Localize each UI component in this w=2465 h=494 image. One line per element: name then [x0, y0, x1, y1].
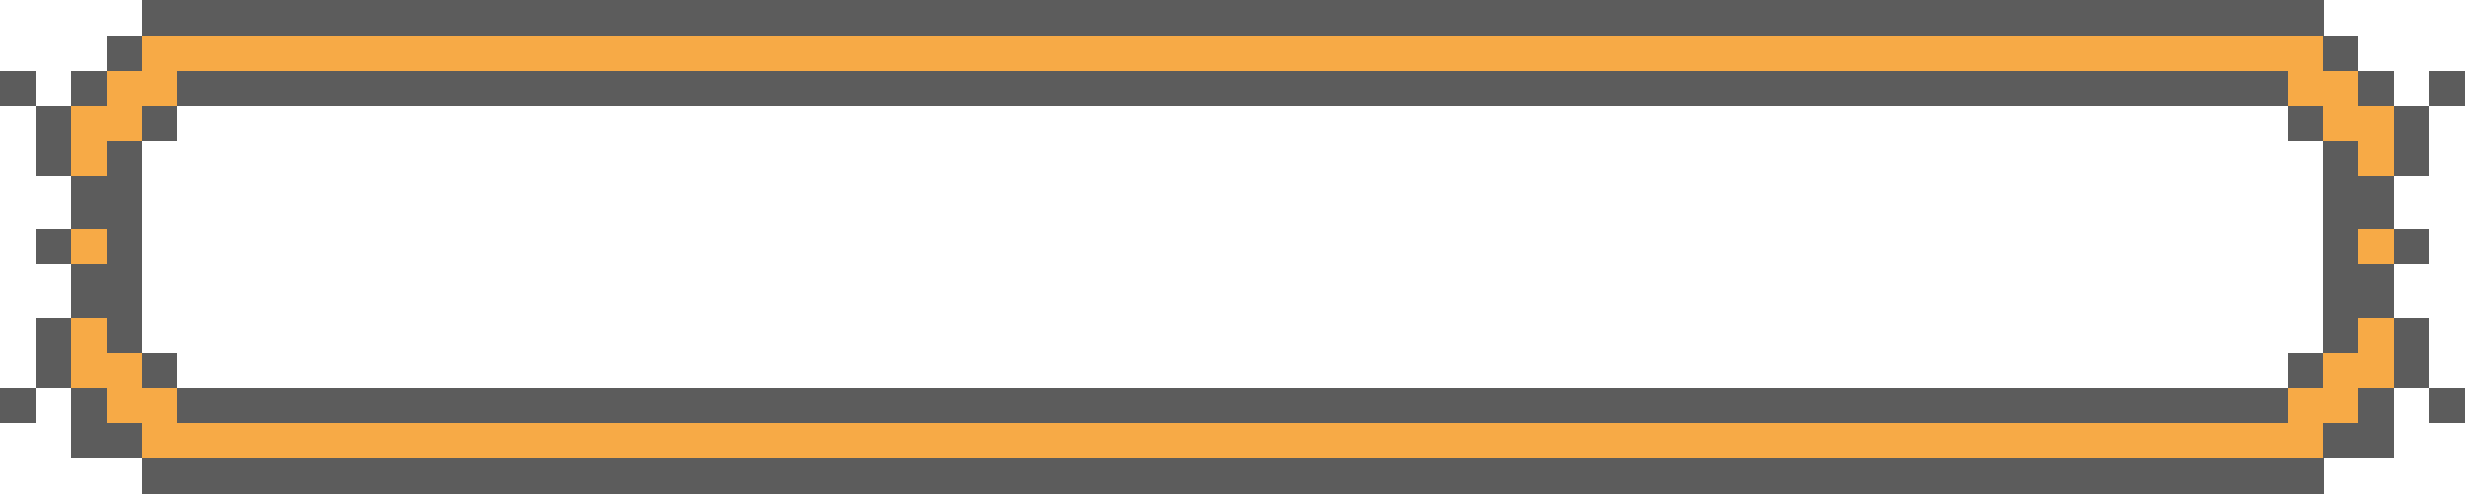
left-corner-bottom-inner-pixel: [142, 353, 177, 388]
right-corner-top-inner-pixel: [2288, 106, 2323, 141]
frame-top-accent-band: [142, 36, 2324, 71]
right-side-bottom-floating-pixel: [2429, 388, 2465, 423]
left-side-top-floating-pixel: [0, 71, 36, 106]
left-side-middle-outer-pixel: [36, 229, 71, 264]
right-corner-bottom-outer-pixel: [2358, 388, 2394, 423]
left-side-upper-column: [71, 176, 107, 229]
panel-content-area: [177, 106, 2288, 388]
left-corner-bottom-step-block: [71, 423, 142, 458]
frame-bottom-outer-border: [142, 458, 2324, 494]
right-side-middle-accent-gem: [2358, 229, 2394, 264]
right-side-upper-column: [2358, 176, 2394, 229]
right-side-middle-outer-pixel: [2394, 229, 2429, 264]
right-side-lower-column: [2358, 264, 2394, 318]
left-corner-top-outer-pixel: [71, 71, 107, 106]
left-side-top-bracket: [36, 106, 71, 176]
right-corner-bottom-accent-step: [2288, 388, 2358, 423]
left-side-bottom-bracket: [36, 318, 71, 388]
left-corner-bottom-outer-pixel: [71, 388, 107, 423]
right-side-bottom-bracket: [2394, 318, 2429, 388]
frame-top-outer-border: [142, 0, 2324, 36]
frame-bottom-inner-border: [177, 388, 2288, 423]
right-corner-top-accent-step: [2288, 71, 2358, 106]
right-corner-top-step-pixel: [2323, 36, 2358, 71]
left-corner-top-step-pixel: [107, 36, 142, 71]
left-side-top-accent-tip: [71, 141, 107, 176]
right-corner-top-accent-block: [2323, 106, 2394, 141]
left-side-bottom-accent-tip: [71, 318, 107, 353]
left-side-lower-column: [71, 264, 107, 318]
left-corner-bottom-accent-step: [107, 388, 177, 423]
right-side-top-bracket: [2394, 106, 2429, 176]
right-side-top-floating-pixel: [2429, 71, 2465, 106]
right-side-inner-column: [2323, 141, 2358, 353]
left-corner-bottom-accent-block: [71, 353, 142, 388]
right-corner-bottom-step-block: [2323, 423, 2394, 458]
left-corner-top-inner-pixel: [142, 106, 177, 141]
left-side-middle-accent-gem: [71, 229, 107, 264]
right-corner-top-outer-pixel: [2358, 71, 2394, 106]
frame-bottom-accent-band: [142, 423, 2324, 458]
right-side-top-accent-tip: [2358, 141, 2394, 176]
left-corner-top-accent-step: [107, 71, 177, 106]
left-side-inner-column: [107, 141, 142, 353]
right-corner-bottom-inner-pixel: [2288, 353, 2323, 388]
left-side-bottom-floating-pixel: [0, 388, 36, 423]
right-side-bottom-accent-tip: [2358, 318, 2394, 353]
right-corner-bottom-accent-block: [2323, 353, 2394, 388]
left-corner-top-accent-block: [71, 106, 142, 141]
frame-top-inner-border: [177, 71, 2288, 106]
